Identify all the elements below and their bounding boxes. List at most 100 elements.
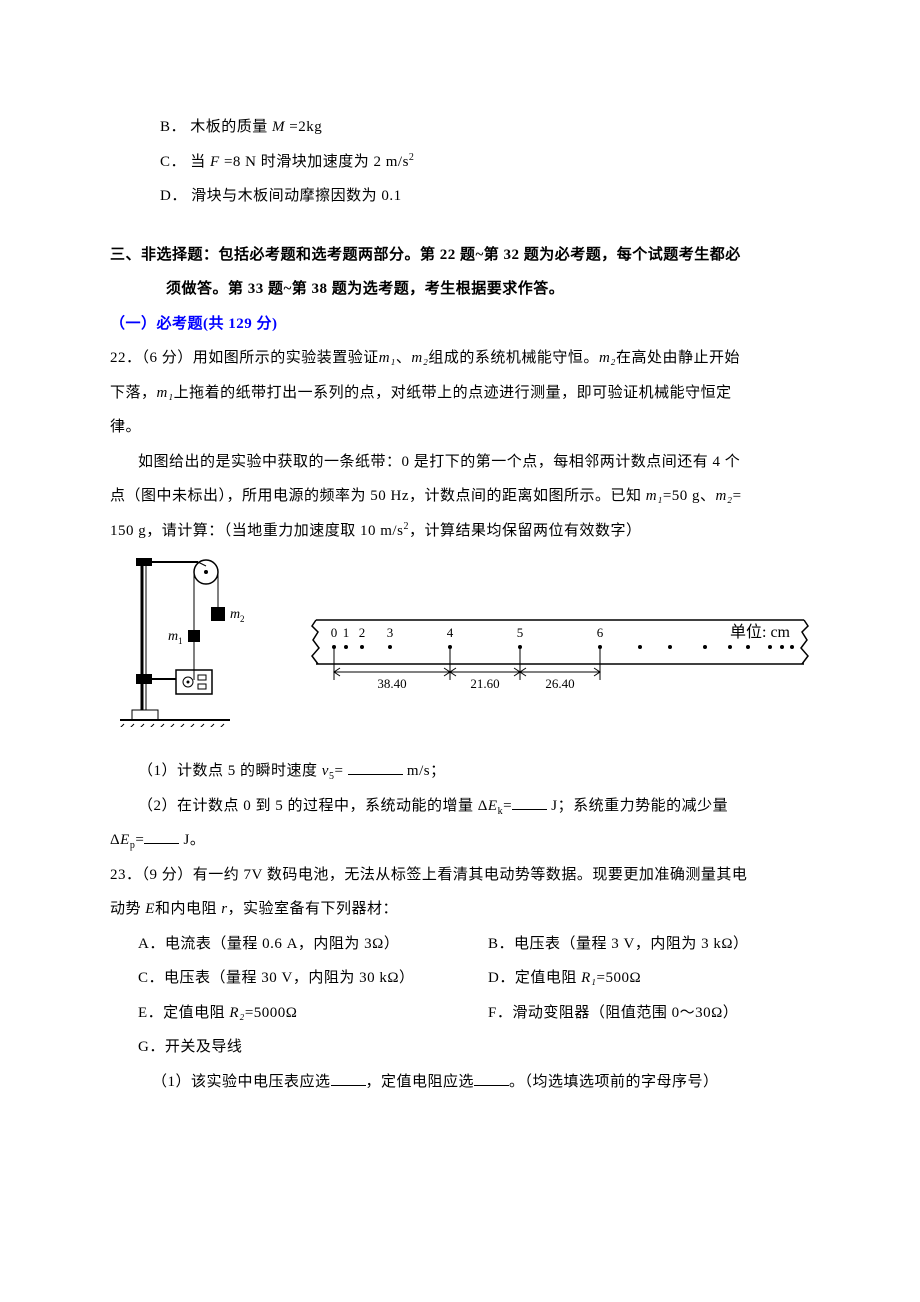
text: E．定值电阻: [138, 1005, 229, 1021]
option-tail: =2kg: [289, 119, 322, 135]
text: 。（均选填选项前的字母序号）: [509, 1074, 719, 1090]
fill-blank[interactable]: [512, 794, 547, 810]
eq: =: [334, 763, 343, 779]
text: 有一约 7V 数码电池，无法从标签上看清其电动势等数据。现要更加准确测量其电: [193, 867, 748, 883]
text: 在高处由静止开始: [616, 350, 740, 366]
option-text: 木板的质量: [190, 119, 268, 135]
unit-label: 单位: cm: [730, 623, 791, 641]
text: （1）该实验中电压表应选: [152, 1074, 331, 1090]
q23-sub1: （1）该实验中电压表应选 ，定值电阻应选 。（均选填选项前的字母序号）: [110, 1065, 810, 1100]
variable-F: F: [210, 154, 220, 170]
variable-E: E: [488, 798, 498, 814]
option-label: B．: [160, 119, 186, 135]
option-mid: =8 N 时滑块加速度为 2 m/s: [224, 154, 409, 170]
exponent: 2: [409, 152, 415, 163]
instrument-row-CD: C．电压表（量程 30 V，内阻为 30 kΩ） D．定值电阻 R₁=500Ω: [110, 961, 810, 996]
q22-line1: 22．（6 分）用如图所示的实验装置验证m₁、m₂组成的系统机械能守恒。m₂在高…: [110, 341, 810, 376]
variable-m1: m₁: [157, 385, 174, 401]
instrument-A: A．电流表（量程 0.6 A，内阻为 3Ω）: [110, 927, 488, 962]
svg-text:3: 3: [387, 625, 394, 640]
text: J；系统重力势能的减少量: [547, 798, 728, 814]
variable-m1: m₁: [379, 350, 396, 366]
text: 组成的系统机械能守恒。: [428, 350, 599, 366]
svg-text:1: 1: [343, 625, 350, 640]
text: 下落，: [110, 385, 157, 401]
text: ，计算结果均保留两位有效数字）: [409, 523, 642, 539]
text: （1）计数点 5 的瞬时速度: [138, 763, 322, 779]
m1-label: m: [168, 629, 178, 644]
m2-label: m: [230, 607, 240, 622]
svg-text:4: 4: [447, 625, 454, 640]
variable-M: M: [272, 119, 285, 135]
variable-m2: m₂: [411, 350, 428, 366]
fill-blank[interactable]: [144, 828, 179, 844]
eq: =: [503, 798, 512, 814]
instrument-row-AB: A．电流表（量程 0.6 A，内阻为 3Ω） B．电压表（量程 3 V，内阻为 …: [110, 927, 810, 962]
variable-E: E: [120, 832, 130, 848]
delta: Δ: [110, 832, 120, 848]
spacer: [110, 214, 810, 238]
text: D．定值电阻: [488, 970, 581, 986]
fill-blank[interactable]: [331, 1070, 366, 1086]
text: 上拖着的纸带打出一系列的点，对纸带上的点迹进行测量，即可验证机械能守恒定: [174, 385, 732, 401]
text: 150 g，请计算：（当地重力加速度取 10 m/s: [110, 523, 403, 539]
text: 和内电阻: [155, 901, 221, 917]
q22-line3: 律。: [110, 410, 810, 445]
option-label: D．: [160, 188, 187, 204]
text: ，实验室备有下列器材：: [228, 901, 399, 917]
variable-R2: R₂: [229, 1005, 244, 1021]
q23-line1: 23．（9 分）有一约 7V 数码电池，无法从标签上看清其电动势等数据。现要更加…: [110, 858, 810, 893]
q22-line2: 下落，m₁上拖着的纸带打出一系列的点，对纸带上的点迹进行测量，即可验证机械能守恒…: [110, 376, 810, 411]
q22-line6: 150 g，请计算：（当地重力加速度取 10 m/s2，计算结果均保留两位有效数…: [110, 514, 810, 549]
figure-container: m1 m2 0 1 2 3 4 5 6: [110, 552, 810, 732]
text: 用如图所示的实验装置验证: [193, 350, 379, 366]
section-heading: 三、非选择题：包括必考题和选考题两部分。第 22 题~第 32 题为必考题，每个…: [110, 238, 810, 273]
text: 动势: [110, 901, 145, 917]
text: （2）在计数点 0 到 5 的过程中，系统动能的增量 Δ: [138, 798, 488, 814]
dim-0-4: 38.40: [377, 676, 406, 691]
option-c: C． 当 F =8 N 时滑块加速度为 2 m/s2: [110, 145, 810, 180]
section-heading-cont: 须做答。第 33 题~第 38 题为选考题，考生根据要求作答。: [110, 272, 810, 307]
instrument-G: G．开关及导线: [110, 1030, 810, 1065]
q22-sub2: （2）在计数点 0 到 5 的过程中，系统动能的增量 ΔEk= J；系统重力势能…: [110, 789, 810, 824]
instrument-F: F．滑动变阻器（阻值范围 0～30Ω）: [488, 996, 810, 1031]
q22-line5: 点（图中未标出），所用电源的频率为 50 Hz，计数点间的距离如图所示。已知 m…: [110, 479, 810, 514]
q23-line2: 动势 E和内电阻 r，实验室备有下列器材：: [110, 892, 810, 927]
variable-E: E: [145, 901, 155, 917]
dim-5-6: 26.40: [545, 676, 574, 691]
text: =500Ω: [596, 970, 641, 986]
variable-R1: R₁: [581, 970, 596, 986]
eq: =: [135, 832, 144, 848]
fill-blank[interactable]: [348, 759, 403, 775]
text: 点（图中未标出），所用电源的频率为 50 Hz，计数点间的距离如图所示。已知: [110, 488, 646, 504]
text: ，定值电阻应选: [366, 1074, 475, 1090]
option-pre: 当: [190, 154, 210, 170]
text: J。: [179, 832, 205, 848]
q22-sub3: ΔEp= J。: [110, 823, 810, 858]
option-text: 滑块与木板间动摩擦因数为 0.1: [191, 188, 402, 204]
svg-text:2: 2: [359, 625, 366, 640]
svg-text:6: 6: [597, 625, 604, 640]
instrument-D: D．定值电阻 R₁=500Ω: [488, 961, 810, 996]
instrument-row-EF: E．定值电阻 R₂=5000Ω F．滑动变阻器（阻值范围 0～30Ω）: [110, 996, 810, 1031]
subsection-label: （一）必考题(共 129 分): [110, 307, 810, 342]
svg-text:5: 5: [517, 625, 524, 640]
question-number: 23．（9 分）: [110, 867, 193, 883]
tape-diagram: 0 1 2 3 4 5 6 单位: cm: [310, 602, 810, 702]
unit: m/s；: [407, 763, 446, 779]
svg-text:1: 1: [178, 636, 183, 646]
text: =50 g、: [663, 488, 716, 504]
instrument-C: C．电压表（量程 30 V，内阻为 30 kΩ）: [110, 961, 488, 996]
q22-sub1: （1）计数点 5 的瞬时速度 v5= m/s；: [110, 754, 810, 789]
instrument-E: E．定值电阻 R₂=5000Ω: [110, 996, 488, 1031]
fill-blank[interactable]: [474, 1070, 509, 1086]
option-b: B． 木板的质量 M =2kg: [110, 110, 810, 145]
option-label: C．: [160, 154, 186, 170]
svg-text:0: 0: [331, 625, 338, 640]
option-d: D． 滑块与木板间动摩擦因数为 0.1: [110, 179, 810, 214]
variable-v: v: [322, 763, 329, 779]
variable-m2: m₂: [599, 350, 616, 366]
q22-line4: 如图给出的是实验中获取的一条纸带：0 是打下的第一个点，每相邻两计数点间还有 4…: [110, 445, 810, 480]
sep: 、: [396, 350, 412, 366]
text: =: [733, 488, 742, 504]
